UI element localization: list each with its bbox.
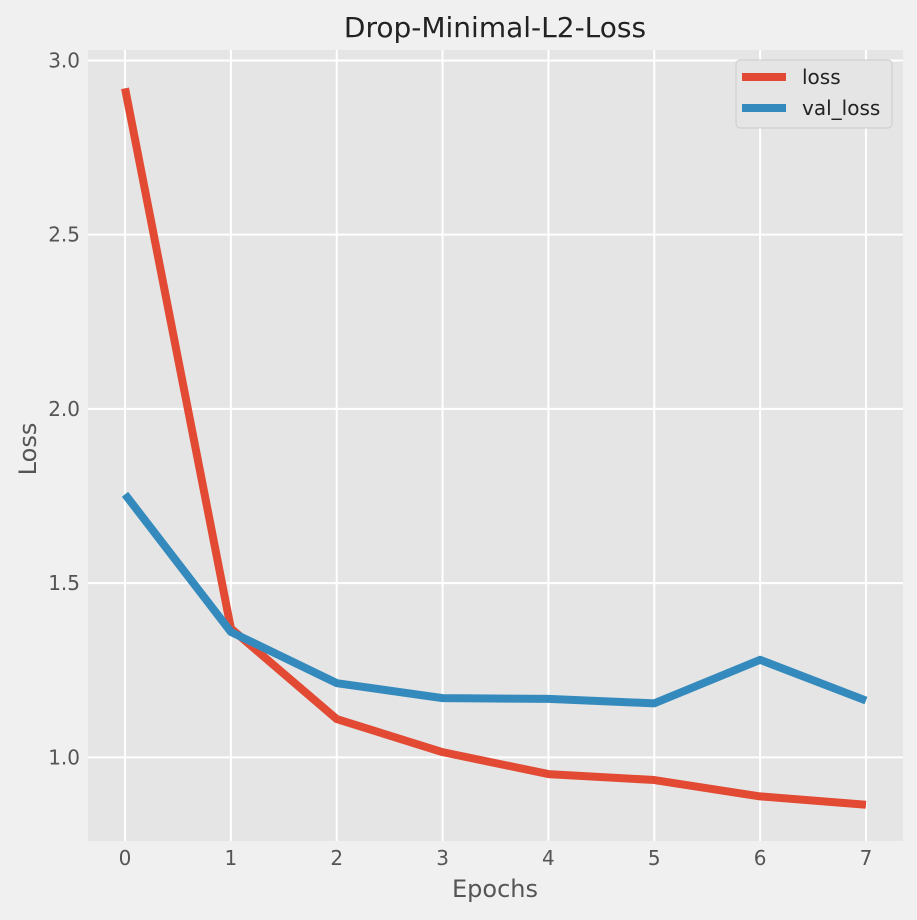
x-tick-label: 4	[542, 846, 555, 870]
plot-area	[88, 50, 903, 841]
x-tick-label: 6	[754, 846, 767, 870]
x-tick-label: 0	[119, 846, 132, 870]
chart-title: Drop-Minimal-L2-Loss	[344, 11, 646, 44]
y-tick-label: 1.0	[48, 745, 80, 769]
x-tick-label: 3	[436, 846, 449, 870]
y-axis-label: Loss	[14, 423, 42, 476]
x-tick-label: 7	[860, 846, 873, 870]
y-tick-label: 2.0	[48, 397, 80, 421]
legend-label-val-loss: val_loss	[802, 96, 880, 120]
legend: loss val_loss	[736, 60, 892, 128]
x-tick-label: 2	[330, 846, 343, 870]
y-tick-label: 1.5	[48, 571, 80, 595]
x-tick-label: 1	[225, 846, 238, 870]
y-tick-label: 2.5	[48, 223, 80, 247]
x-axis-label: Epochs	[452, 875, 538, 903]
legend-label-loss: loss	[802, 65, 841, 89]
y-tick-label: 3.0	[48, 48, 80, 72]
x-tick-label: 5	[648, 846, 661, 870]
